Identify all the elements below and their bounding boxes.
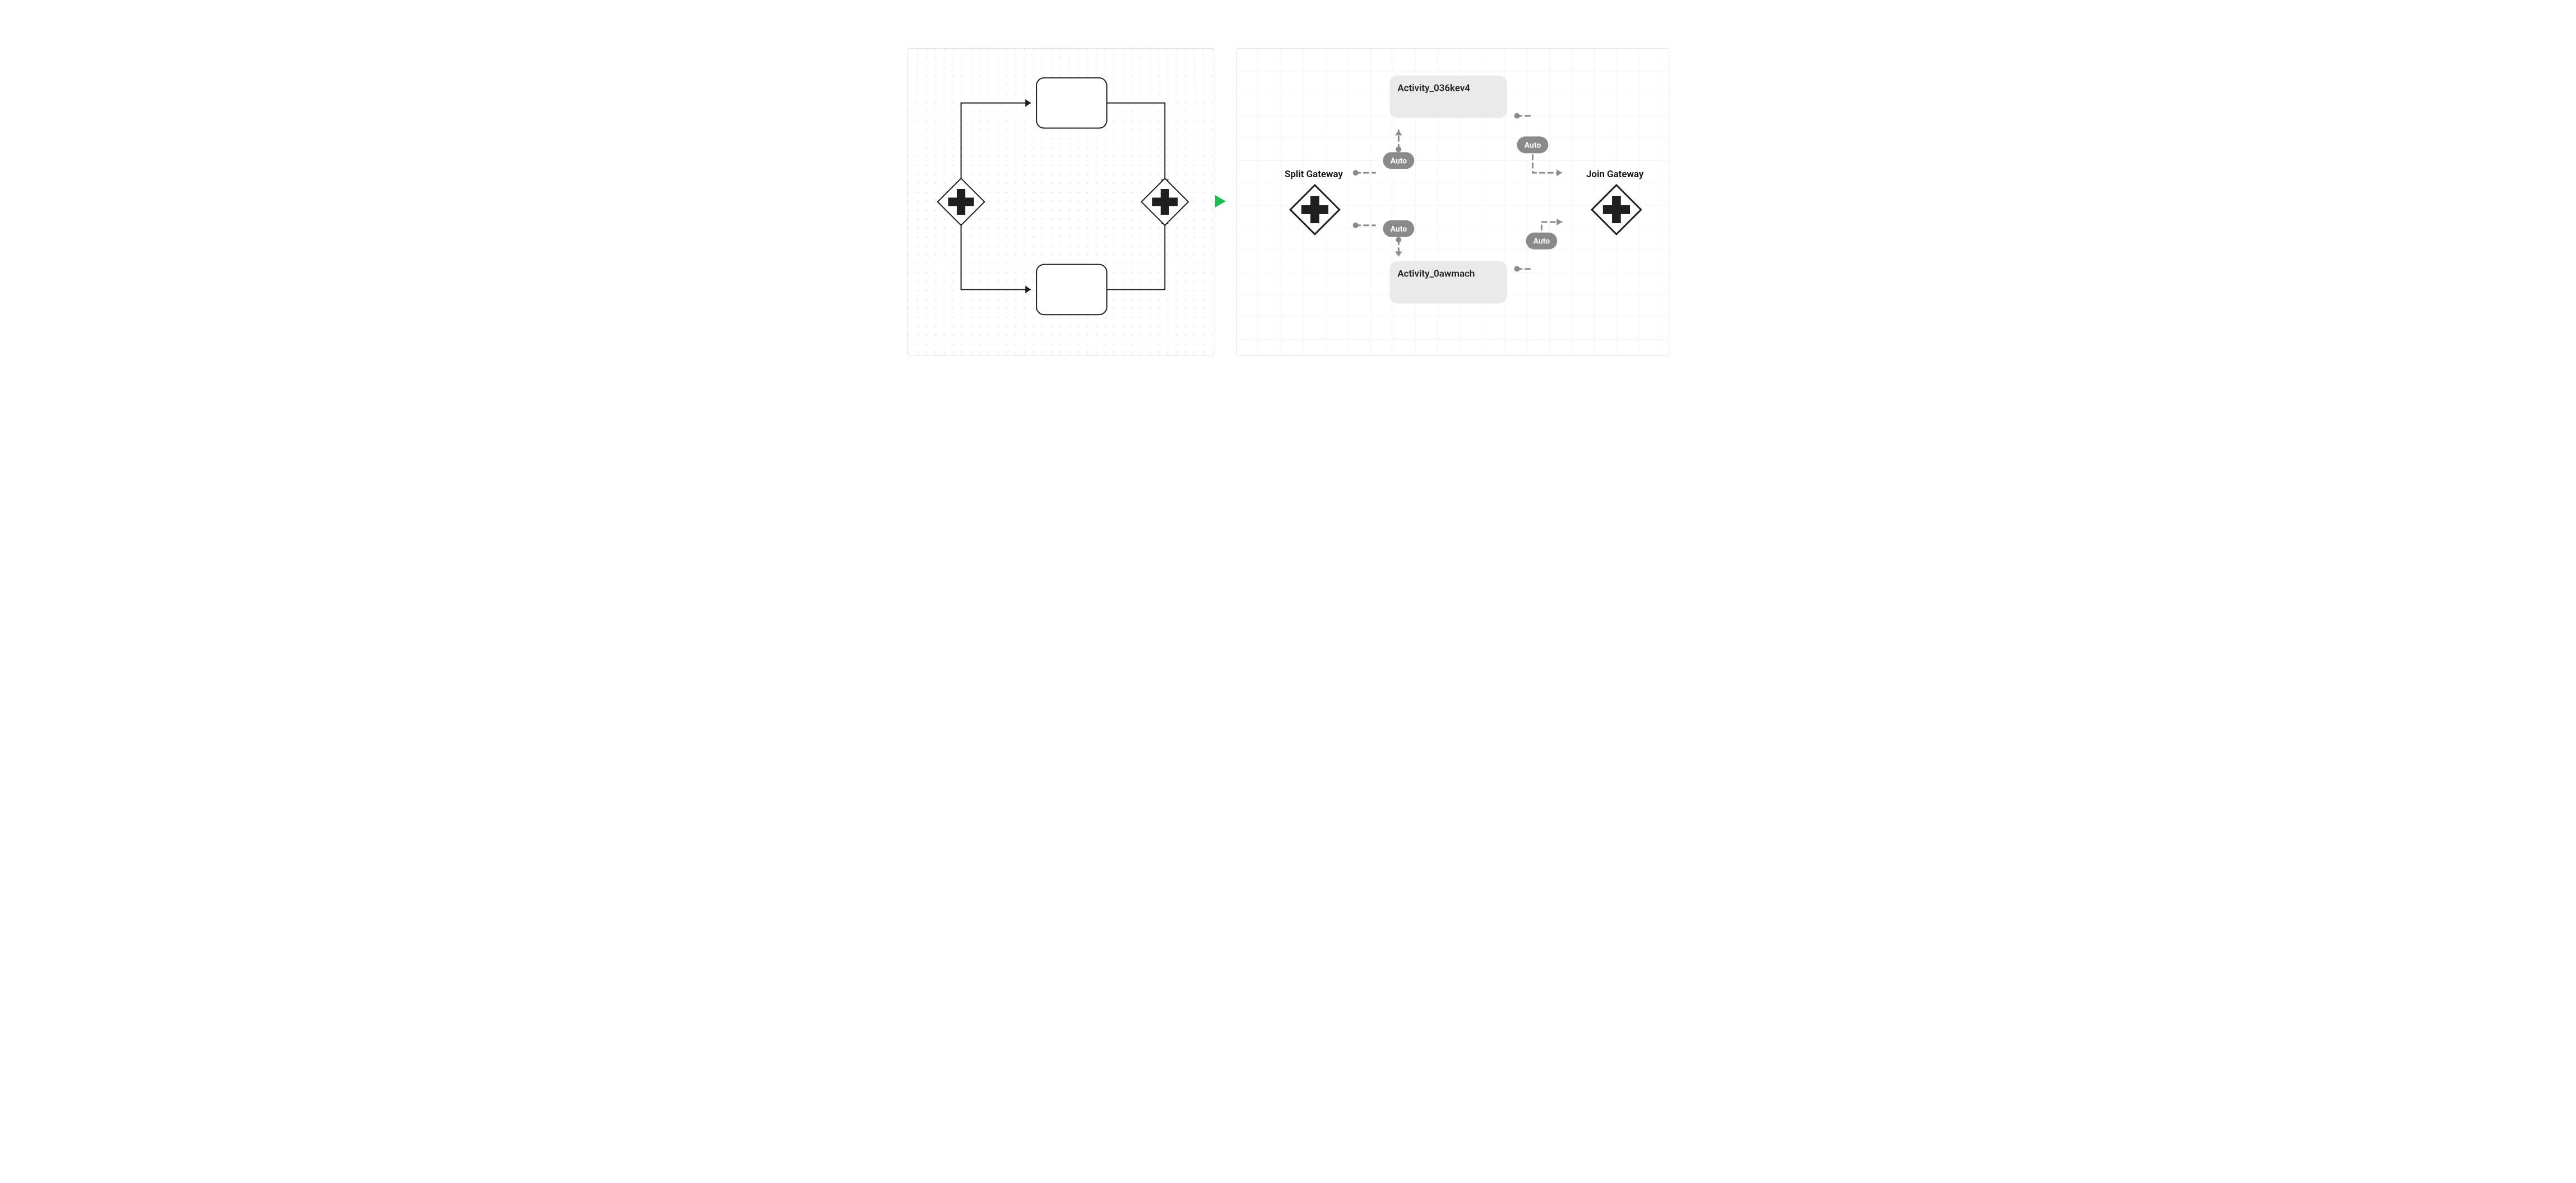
auto-badge: Auto	[1383, 220, 1414, 237]
auto-badge-label: Auto	[1525, 141, 1541, 150]
gateway-label: Split Gateway	[1285, 169, 1343, 180]
flow-start-dot	[1396, 146, 1401, 152]
task-box	[1036, 265, 1107, 315]
activity-node: Activity_0awmach	[1389, 261, 1507, 304]
auto-badge-label: Auto	[1391, 225, 1407, 234]
flow-start-dot	[1353, 170, 1359, 175]
task-box	[1036, 78, 1107, 128]
activity-label: Activity_0awmach	[1397, 269, 1475, 280]
flow-start-dot	[1353, 223, 1359, 228]
auto-badge-label: Auto	[1533, 237, 1550, 246]
auto-badge-label: Auto	[1391, 156, 1407, 165]
auto-badge: Auto	[1517, 136, 1549, 153]
auto-badge: Auto	[1526, 233, 1558, 249]
gateway-label: Join Gateway	[1586, 169, 1644, 180]
flow-start-dot	[1396, 237, 1401, 243]
activity-label: Activity_036kev4	[1397, 83, 1470, 94]
left-diagram-panel	[907, 48, 1215, 356]
right-diagram-panel: Activity_036kev4 Activity_0awmach Split Ga…	[1236, 48, 1669, 356]
flow-start-dot	[1514, 113, 1520, 119]
flow-start-dot	[1514, 266, 1520, 272]
activity-node: Activity_036kev4	[1389, 76, 1507, 118]
auto-badge: Auto	[1383, 152, 1414, 169]
